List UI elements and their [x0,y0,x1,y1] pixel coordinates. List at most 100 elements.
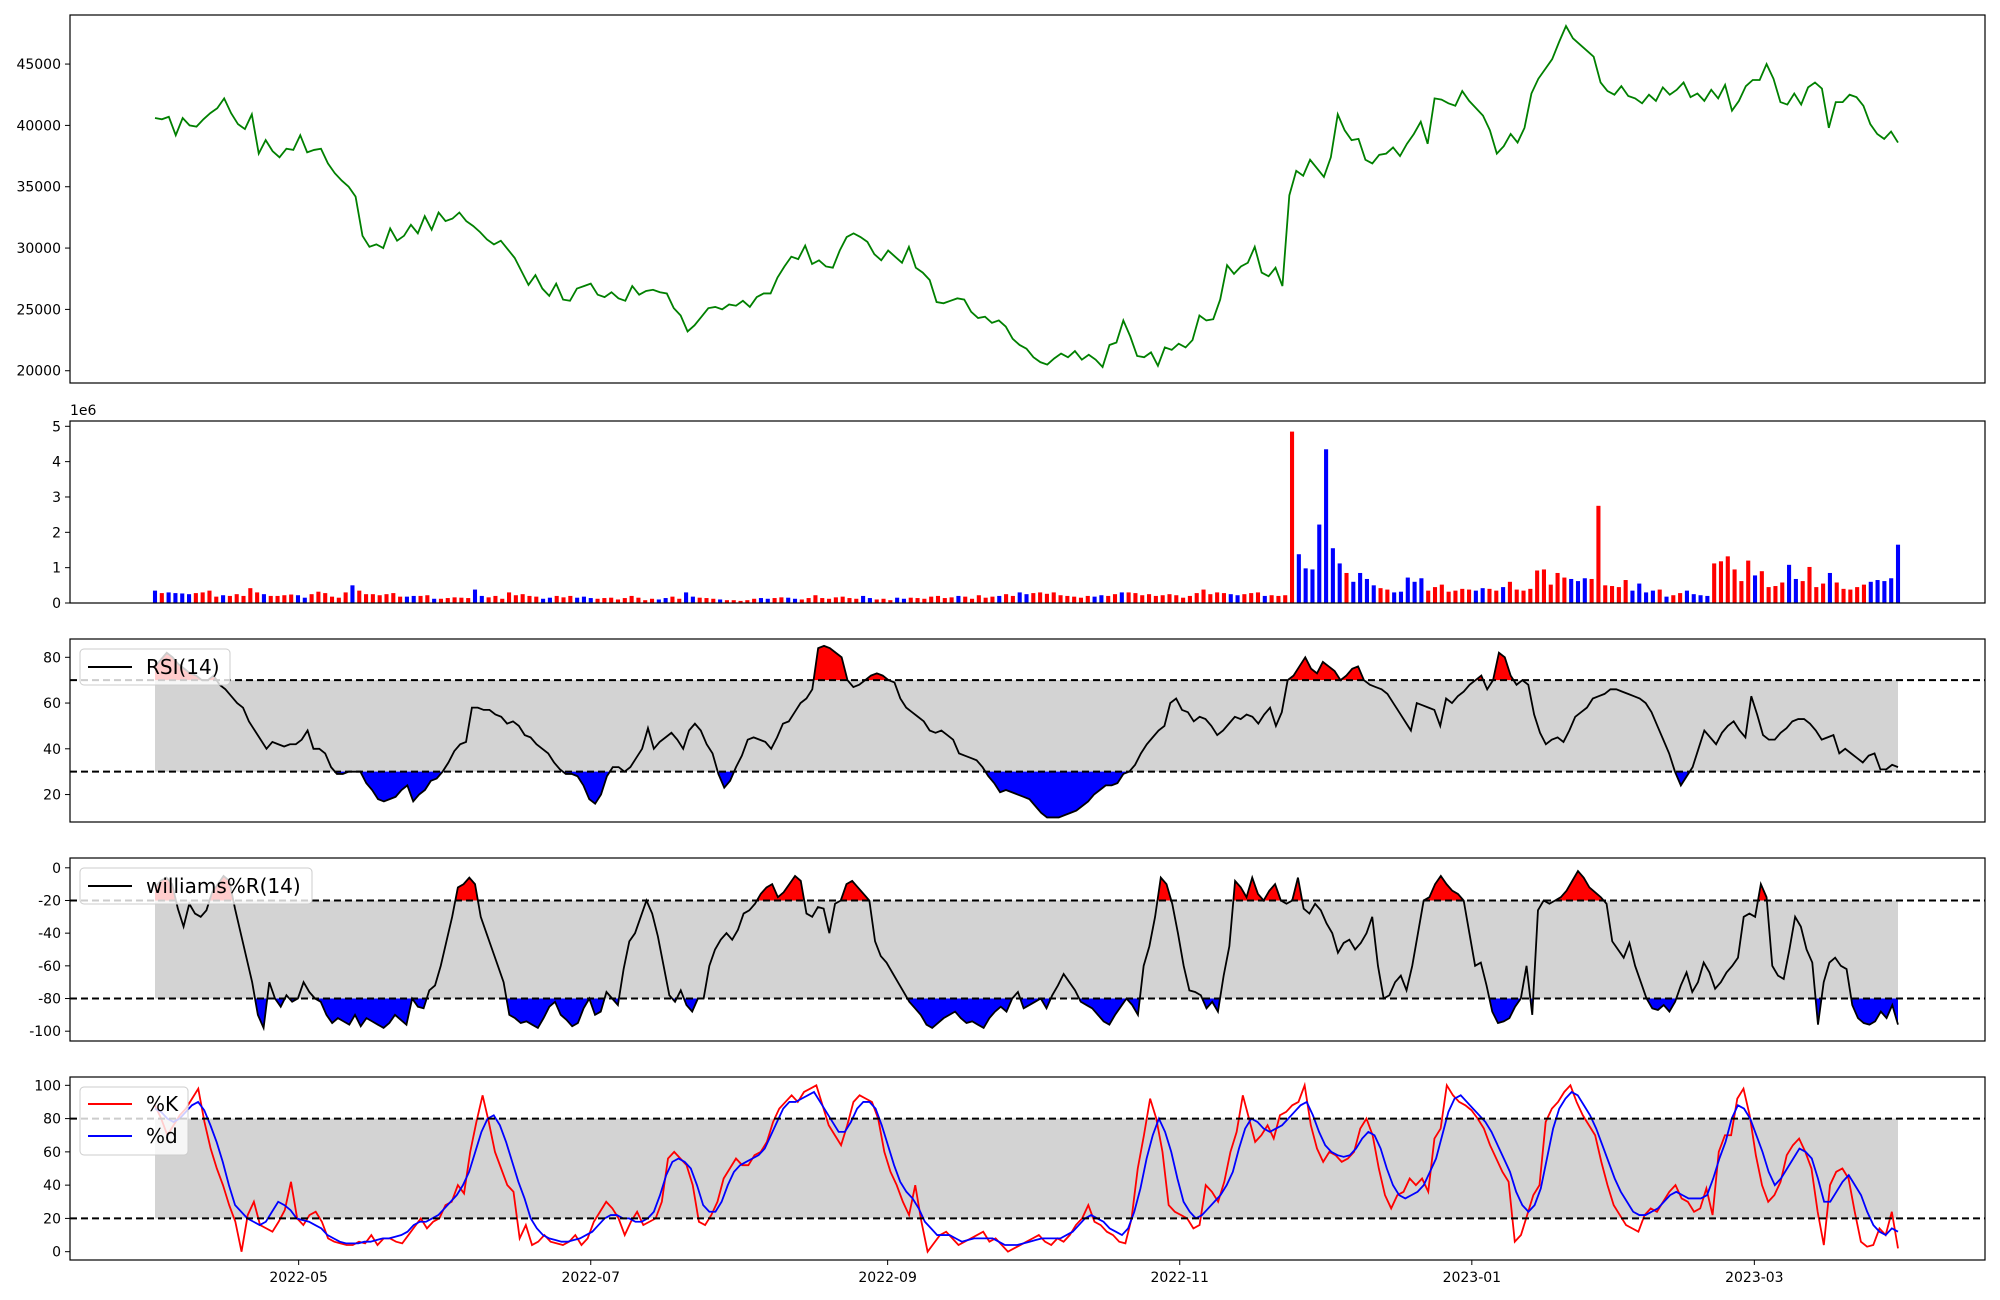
y-tick-label: -100 [29,1024,61,1040]
y-tick-label: 45000 [16,57,61,73]
volume-bar [677,598,682,603]
volume-bar [200,592,205,603]
volume-bar [670,596,675,603]
volume-bar [1024,594,1029,603]
volume-bar [915,598,920,603]
volume-bar [452,597,457,603]
y-tick-label: 20 [43,1211,61,1227]
volume-bar [854,598,859,603]
volume-bar [1521,590,1526,603]
volume-bar [1875,580,1880,603]
volume-bar [357,590,362,603]
volume-bar [1398,591,1404,603]
y-tick-label: 4 [52,455,61,471]
volume-bar [493,595,498,603]
x-tick-label: 2022-11 [1150,1270,1209,1286]
volume-bar [1671,595,1676,603]
x-tick-label: 2022-09 [858,1270,917,1286]
volume-bar [323,593,328,603]
volume-bar [1187,595,1192,603]
volume-bar [1582,578,1587,603]
volume-bar [786,597,791,603]
date-x-axis: 2022-05 2022-07 2022-09 2022-11 2023-01 2023-… [269,1260,1784,1286]
volume-bar [377,595,382,603]
x-tick-label: 2022-07 [562,1270,621,1286]
volume-bar [1228,594,1233,603]
k-legend-label: %K [146,1092,179,1116]
volume-bar [833,597,838,603]
volume-plot [152,431,1901,603]
volume-bar [1330,548,1335,603]
volume-bar [370,594,375,603]
volume-bar [684,592,689,603]
threshold-band [155,900,1898,999]
volume-bar [1589,578,1594,603]
rsi-legend: RSI(14) [79,648,231,686]
volume-bar [1460,588,1465,603]
volume-bar [1827,572,1832,603]
y-tick-label: 80 [43,650,61,666]
volume-bar [1446,591,1451,603]
volume-bar [1548,584,1553,603]
y-tick-label: -60 [38,959,61,975]
volume-bar [248,588,253,603]
volume-bar [1684,590,1689,603]
volume-bar [316,591,321,603]
volume-bar [1378,588,1383,603]
volume-bar [227,595,232,603]
stochastic-y-ticks: 0 20 40 60 80 100 [34,1078,70,1261]
volume-bar [561,597,566,603]
volume-bar [1255,592,1261,603]
volume-bar [1412,581,1417,603]
oversold-fill [255,998,1898,1028]
volume-panel: 1e6 0 1 2 3 4 5 [52,403,1986,612]
volume-bar [1072,596,1077,603]
volume-bar [1678,593,1683,603]
price-plot [154,24,1899,369]
y-tick-label: 0 [52,596,61,612]
volume-bar [1569,578,1574,603]
y-tick-label: 5 [52,419,61,435]
volume-bar [1705,595,1710,603]
stochastic-panel: 0 20 40 60 80 100 %K %d [34,1076,1986,1261]
volume-bar [1698,595,1703,603]
volume-bar [547,597,552,603]
volume-bar [1630,590,1635,603]
volume-bar [976,595,981,603]
volume-bar [1038,592,1043,603]
volume-bar [1010,595,1015,603]
volume-bar [1610,586,1615,603]
volume-bar [656,599,661,603]
volume-bar [1269,595,1274,603]
volume-bar [588,598,593,603]
volume-bar [384,594,389,603]
volume-bar [840,596,845,603]
price-line [154,24,1899,369]
volume-bar [541,598,546,603]
volume-bar [1242,594,1247,603]
volume-bar [1780,582,1785,603]
volume-bar [445,598,450,603]
volume-bar [1439,584,1444,603]
volume-bar [282,595,287,603]
volume-bar [895,597,900,603]
y-tick-label: 80 [43,1112,61,1128]
rsi-legend-label: RSI(14) [146,655,220,679]
volume-bar [1507,581,1512,603]
rsi-y-ticks: 20 40 60 80 [43,650,70,804]
volume-bar [1317,524,1322,603]
volume-bar [1841,588,1846,603]
volume-bar [425,595,430,603]
oversold-fill [334,771,1690,818]
rsi-axes-frame [69,638,1986,823]
volume-bar [949,597,954,603]
volume-bar [1759,571,1764,603]
volume-bar [697,597,702,603]
williams-legend-label: williams%R(14) [146,874,301,898]
volume-bar [1419,578,1424,603]
volume-bar [289,594,294,603]
volume-bar [500,598,505,603]
volume-bar [1147,594,1152,603]
volume-bar [1405,577,1410,603]
